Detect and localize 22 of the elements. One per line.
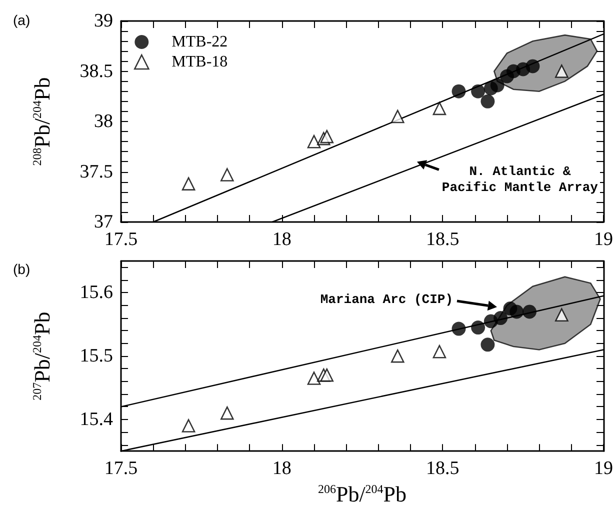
y-tick-label: 15.4 [80,408,114,430]
y-tick-label: 15.6 [80,282,113,304]
chart-title: (a) [13,12,30,28]
y-axis-title: 208Pb/204Pb [30,77,54,166]
y-tick-label: 38.5 [80,60,113,82]
chart-title: (b) [13,261,30,277]
x-tick-label: 18 [272,458,292,480]
x-tick-label: 17.5 [104,458,138,480]
x-tick-label: 19 [594,458,613,480]
y-tick-label: 38 [94,111,113,132]
y-tick-label: 39 [94,10,113,32]
legend-label: MTB-18 [172,54,228,70]
x-tick-label: 18.5 [426,229,460,250]
y-tick-label: 15.5 [80,346,113,367]
annotation: N. Atlantic & Pacific Mantle Array [440,164,600,196]
x-tick-label: 18.5 [426,458,460,480]
x-tick-label: 18 [272,229,292,250]
x-tick-label: 19 [594,229,613,250]
legend-label: MTB-22 [172,34,228,50]
annotation: Mariana Arc (CIP) [320,292,453,308]
y-axis-title: 207Pb/204Pb [30,312,54,400]
y-tick-label: 37.5 [80,161,113,182]
